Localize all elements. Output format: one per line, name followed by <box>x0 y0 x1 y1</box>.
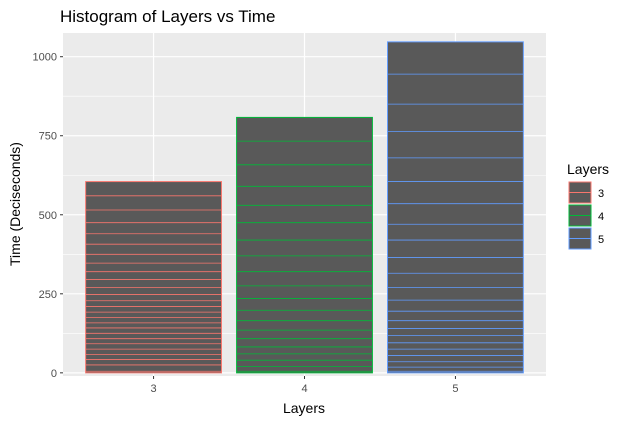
y-tick-label: 500 <box>39 210 57 222</box>
y-axis-title: Time (Deciseconds) <box>7 142 23 266</box>
x-tick-label: 4 <box>301 383 307 395</box>
legend-label-4: 4 <box>598 211 604 223</box>
bars <box>85 41 524 374</box>
y-tick-label: 750 <box>39 131 57 143</box>
x-tick-label: 3 <box>151 383 157 395</box>
legend-label-3: 3 <box>598 188 604 200</box>
legend-label-5: 5 <box>598 234 604 246</box>
x-axis-ticks: 3 4 5 <box>151 376 459 395</box>
y-tick-label: 250 <box>39 289 57 301</box>
chart-title: Histogram of Layers vs Time <box>60 7 275 26</box>
bar-layers-4 <box>236 116 373 374</box>
y-tick-label: 1000 <box>33 52 57 64</box>
y-tick-label: 0 <box>51 368 57 380</box>
x-axis-title: Layers <box>283 400 325 416</box>
legend-title: Layers <box>567 161 609 177</box>
bar-layers-5 <box>387 41 524 374</box>
x-tick-label: 5 <box>452 383 458 395</box>
bar-layers-3 <box>85 181 222 374</box>
legend: Layers 3 4 5 <box>567 161 609 250</box>
y-axis-ticks: 0 250 500 750 1000 <box>33 52 63 380</box>
